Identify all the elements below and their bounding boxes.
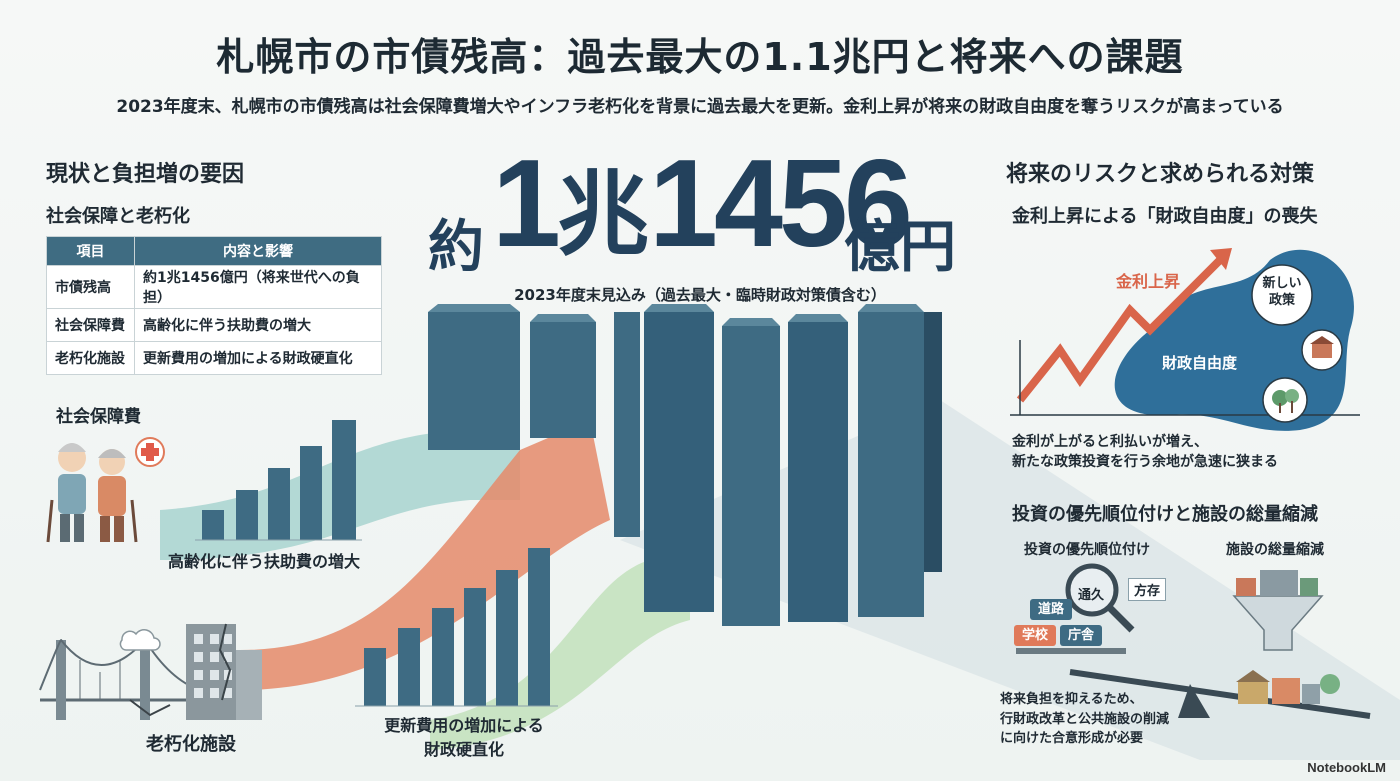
tag-school: 学校 [1014, 624, 1057, 646]
magnifier-icon [1065, 563, 1119, 617]
aging-caption-line2: 財政硬直化 [423, 740, 504, 759]
debt-prefix: 約 [428, 215, 484, 280]
page-subtitle: 2023年度末、札幌市の市債残高は社会保障費増大やインフラ老朽化を背景に過去最大… [116, 97, 1284, 117]
fiscal-freedom-label: 財政自由度 [1162, 354, 1238, 372]
aging-facility-label: 老朽化施設 [146, 734, 236, 755]
debt-trillion-digit: 1 [492, 135, 561, 273]
rate-risk-text-line1: 金利が上がると利払いが増え、 [1012, 434, 1208, 450]
rate-label: 金利上昇 [1116, 272, 1181, 291]
priority-label: 投資の優先順位付け [1024, 542, 1150, 558]
debt-suffix: 億円 [844, 215, 956, 280]
left-heading: 現状と負担増の要因 [46, 162, 245, 187]
priority-subheading: 投資の優先順位付けと施設の総量縮減 [1012, 504, 1318, 525]
left-subheading: 社会保障と老朽化 [46, 206, 190, 227]
page-title: 札幌市の市債残高：過去最大の1.1兆円と将来への課題 [216, 35, 1184, 79]
table-cell: 高齢化に伴う扶助費の増大 [134, 308, 382, 342]
priority-illustration [1016, 563, 1371, 719]
table-row: 社会保障費 高齢化に伴う扶助費の増大 [46, 308, 382, 342]
table-row: 市債残高 約1兆1456億円（将来世代への負担） [46, 265, 382, 309]
social-security-label: 社会保障費 [56, 407, 141, 427]
elderly-couple-icon [46, 437, 165, 543]
table-header: 項目 [46, 236, 135, 266]
rate-risk-text: 金利が上がると利払いが増え、 新たな政策投資を行う余地が急速に狭まる [1012, 432, 1278, 473]
rate-arrow-head [1210, 248, 1232, 270]
tag-road-label: 道路 [1030, 599, 1073, 620]
cloud-icon [119, 629, 161, 651]
measure-text: 将来負担を抑えるため、 行財政改革と公共施設の削減 に向けた合意形成が必要 [1000, 690, 1169, 749]
debt-hundred-million-digits: 1456 [648, 135, 913, 273]
seesaw-beam [1016, 648, 1126, 654]
tag-connect: 通久 [1078, 588, 1105, 603]
table-row: 老朽化施設 更新費用の増加による財政硬直化 [46, 341, 382, 375]
right-heading: 将来のリスクと求められる対策 [1006, 162, 1315, 187]
old-building-icon [186, 623, 262, 720]
aging-caption-line1: 更新費用の増加による [384, 716, 544, 735]
social-bars [202, 420, 356, 540]
table-header-row: 項目 内容と影響 [46, 236, 382, 266]
tag-office-label: 庁舎 [1060, 625, 1103, 646]
debt-trillion-unit: 兆 [556, 164, 649, 266]
public-buildings-icon [1236, 670, 1340, 704]
rate-risk-text-line2: 新たな政策投資を行う余地が急速に狭まる [1012, 454, 1278, 471]
orange-flow [240, 420, 610, 690]
rate-risk-illustration [1010, 248, 1360, 431]
new-policy-label: 新しい政策 [1262, 276, 1302, 308]
rate-subheading: 金利上昇による「財政自由度」の喪失 [1012, 206, 1318, 227]
seesaw-fulcrum [1178, 684, 1210, 718]
funnel-icon [1232, 595, 1324, 651]
measure-text-line1: 将来負担を抑えるため、 [1000, 692, 1143, 707]
new-policy-bubble [1251, 264, 1313, 326]
table-cell: 老朽化施設 [46, 341, 135, 375]
aging-bars [364, 548, 550, 706]
big-bars [428, 304, 942, 626]
bridge-icon [39, 638, 201, 720]
table-cell: 市債残高 [46, 265, 135, 309]
table-cell: 更新費用の増加による財政硬直化 [134, 341, 382, 375]
table-cell: 約1兆1456億円（将来世代への負担） [134, 265, 382, 309]
table-header: 内容と影響 [134, 236, 382, 266]
tag-road: 道路 [1030, 598, 1073, 620]
measure-text-line3: に向けた合意形成が必要 [1000, 731, 1144, 746]
tag-exist: 方存 [1128, 578, 1167, 601]
green-flow [430, 560, 690, 750]
debt-note: 2023年度末見込み（過去最大・臨時財政対策債含む） [514, 286, 886, 304]
factor-table: 項目 内容と影響 市債残高 約1兆1456億円（将来世代への負担） 社会保障費 … [46, 236, 382, 375]
debt-amount: 1兆1456 [492, 142, 913, 266]
tag-school-label: 学校 [1014, 625, 1057, 646]
brand-label: NotebookLM [1307, 760, 1386, 775]
tag-office: 庁舎 [1060, 624, 1103, 646]
rate-trend-line [1016, 257, 1223, 403]
aging-caption: 更新費用の増加による 財政硬直化 [384, 712, 544, 760]
measure-text-line2: 行財政改革と公共施設の削減 [1000, 711, 1170, 727]
reduction-label: 施設の総量縮減 [1226, 542, 1324, 558]
debt-total: 約 1兆1456 億円 [424, 142, 976, 282]
social-caption: 高齢化に伴う扶助費の増大 [168, 552, 361, 571]
